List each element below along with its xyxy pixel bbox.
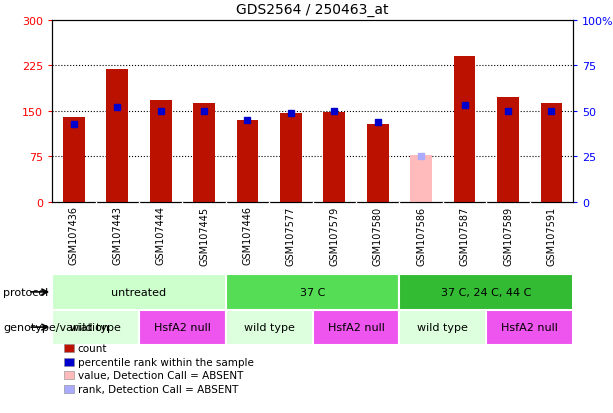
Bar [313, 310, 400, 345]
Text: wild type: wild type [70, 322, 121, 332]
Text: value, Detection Call = ABSENT: value, Detection Call = ABSENT [78, 370, 243, 380]
Text: GSM107579: GSM107579 [329, 206, 340, 265]
Bar [454, 57, 476, 202]
Bar [52, 275, 226, 310]
Bar [52, 310, 139, 345]
Text: percentile rank within the sample: percentile rank within the sample [78, 357, 254, 367]
Text: 37 C: 37 C [300, 287, 326, 297]
Text: GSM107436: GSM107436 [69, 206, 79, 265]
Bar [367, 125, 389, 202]
Bar [139, 310, 226, 345]
Bar [107, 70, 128, 202]
Text: genotype/variation: genotype/variation [3, 322, 109, 332]
Text: GSM107587: GSM107587 [460, 206, 470, 265]
Bar [486, 310, 573, 345]
Bar [193, 104, 215, 202]
Text: HsfA2 null: HsfA2 null [501, 322, 558, 332]
Bar [497, 98, 519, 202]
Text: 37 C, 24 C, 44 C: 37 C, 24 C, 44 C [441, 287, 531, 297]
Bar [400, 310, 486, 345]
Text: wild type: wild type [244, 322, 295, 332]
Text: count: count [78, 343, 107, 353]
Text: GSM107445: GSM107445 [199, 206, 209, 265]
Bar [237, 121, 258, 202]
Bar [400, 275, 573, 310]
Bar [410, 156, 432, 202]
Text: GSM107586: GSM107586 [416, 206, 426, 265]
Bar [63, 118, 85, 202]
Bar [324, 113, 345, 202]
Bar [541, 104, 562, 202]
Text: untreated: untreated [112, 287, 167, 297]
Text: wild type: wild type [417, 322, 468, 332]
Title: GDS2564 / 250463_at: GDS2564 / 250463_at [237, 3, 389, 17]
Bar [226, 310, 313, 345]
Text: GSM107446: GSM107446 [243, 206, 253, 265]
Text: GSM107591: GSM107591 [546, 206, 557, 265]
Text: GSM107589: GSM107589 [503, 206, 513, 265]
Text: HsfA2 null: HsfA2 null [327, 322, 384, 332]
Text: rank, Detection Call = ABSENT: rank, Detection Call = ABSENT [78, 384, 238, 394]
Text: GSM107577: GSM107577 [286, 206, 296, 265]
Bar [150, 101, 172, 202]
Text: HsfA2 null: HsfA2 null [154, 322, 211, 332]
Bar [280, 113, 302, 202]
Text: GSM107444: GSM107444 [156, 206, 166, 265]
Text: GSM107580: GSM107580 [373, 206, 383, 265]
Bar [226, 275, 400, 310]
Text: protocol: protocol [3, 287, 48, 297]
Text: GSM107443: GSM107443 [112, 206, 122, 265]
